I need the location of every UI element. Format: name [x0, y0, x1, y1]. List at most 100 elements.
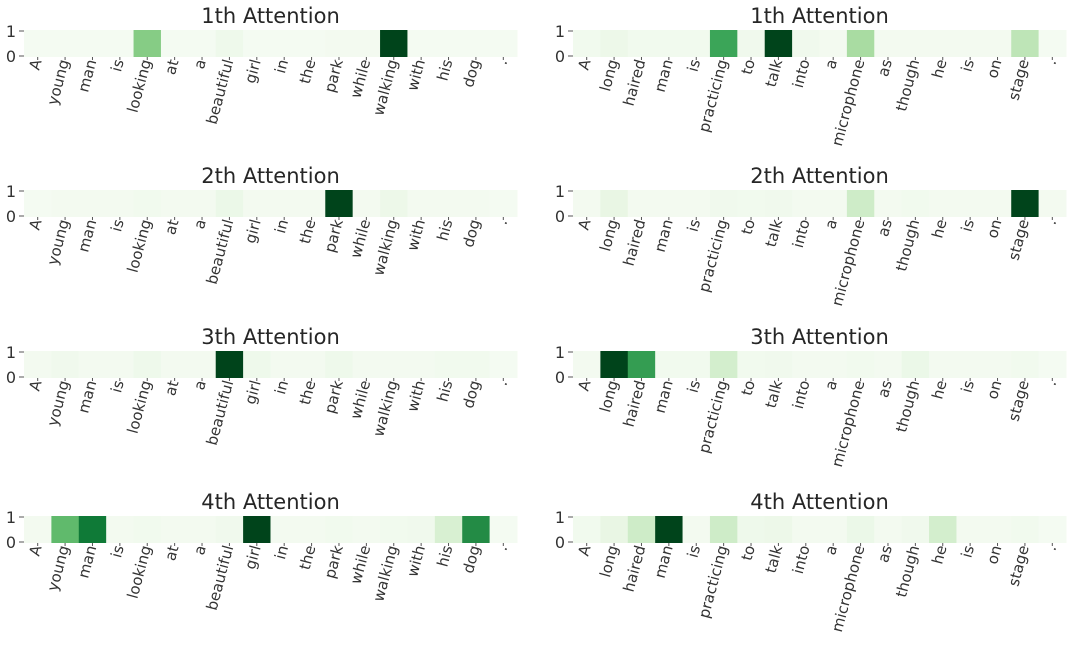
heatmap-cell-microphone-10	[846, 30, 875, 57]
heatmap-cell-the-10	[297, 190, 326, 217]
y-tick-label: 0	[6, 533, 16, 552]
heatmap-cell-is-14	[956, 190, 985, 217]
heatmap-cell-to-6	[737, 190, 766, 217]
heatmap-cell--17	[1038, 516, 1067, 543]
x-tick-label: A	[575, 378, 595, 393]
x-tick-label: .	[1042, 543, 1061, 552]
heatmap-cell-long-1	[600, 516, 629, 543]
heatmap-cell-is-4	[682, 30, 711, 57]
y-tick-label: 1	[555, 508, 565, 527]
heatmap-cell-with-14	[407, 190, 436, 217]
heatmap-cell-practicing-5	[709, 351, 738, 378]
x-tick-label: long	[596, 57, 622, 93]
x-tick-label: while	[347, 543, 375, 586]
x-tick-label: while	[347, 57, 375, 100]
x-tick-label: haired	[620, 57, 650, 108]
heatmap-cell-man-2	[78, 190, 107, 217]
x-tick-label: .	[493, 543, 512, 552]
heatmap-cell-man-2	[78, 516, 107, 543]
y-tick-label: 1	[6, 508, 16, 527]
x-tick-label: A	[26, 378, 46, 393]
x-tick-label: is	[958, 378, 979, 394]
heatmap-cell-man-3	[655, 190, 684, 217]
heatmap-cell-park-11	[325, 351, 354, 378]
heatmap-cell-is-3	[106, 190, 135, 217]
heatmap-cell-A-0	[573, 351, 601, 378]
x-tick-label: to	[738, 57, 759, 76]
heatmap-cell-dog-16	[462, 516, 491, 543]
heatmap-cell-man-3	[655, 516, 684, 543]
heatmap-cell-stage-16	[1011, 351, 1040, 378]
heatmap-cell-looking-4	[133, 351, 162, 378]
x-tick-label: the	[296, 57, 320, 85]
heatmap-cell-young-1	[51, 190, 80, 217]
x-tick-label: girl	[241, 543, 265, 571]
x-tick-label: is	[958, 57, 979, 73]
x-tick-label: dog	[459, 57, 484, 89]
x-tick-label: A	[26, 543, 46, 558]
x-tick-label: with	[403, 217, 429, 252]
x-tick-label: A	[26, 57, 46, 72]
heatmap-cell-microphone-10	[846, 351, 875, 378]
heatmap-cell-man-2	[78, 351, 107, 378]
x-tick-label: .	[493, 217, 512, 226]
x-tick-label: into	[789, 57, 814, 89]
x-tick-label: while	[347, 378, 375, 421]
heatmap-cell-A-0	[573, 516, 601, 543]
x-tick-label: is	[107, 57, 128, 73]
heatmap-cell-haired-2	[627, 190, 656, 217]
x-tick-label: is	[958, 543, 979, 559]
heatmap-cell-into-8	[792, 351, 820, 378]
x-tick-label: man	[74, 543, 100, 580]
heatmap-cell-as-11	[874, 30, 903, 57]
heatmap-cell-beautiful-7	[215, 190, 244, 217]
heatmap-cell-on-15	[983, 30, 1012, 57]
heatmap-cell-as-11	[874, 516, 903, 543]
x-tick-label: in	[271, 543, 292, 561]
heatmap-cell-man-3	[655, 30, 684, 57]
heatmap-cell-talk-7	[764, 30, 793, 57]
heatmap-cell-his-15	[434, 30, 463, 57]
x-tick-label: young	[44, 57, 73, 107]
heatmap-cell-his-15	[434, 351, 463, 378]
x-tick-label: park	[321, 217, 347, 254]
x-tick-label: with	[403, 378, 429, 413]
x-tick-label: talk	[762, 378, 787, 410]
x-tick-label: into	[789, 543, 814, 575]
x-tick-label: on	[983, 543, 1005, 566]
x-tick-label: a	[190, 543, 210, 557]
heatmap-cell-looking-4	[133, 190, 162, 217]
heatmap-cell-at-5	[160, 516, 189, 543]
x-tick-label: in	[271, 57, 292, 75]
heatmap-cell-to-6	[737, 516, 766, 543]
heatmap-cell-talk-7	[764, 516, 793, 543]
heatmap-cell-the-10	[297, 30, 326, 57]
heatmap-cell-stage-16	[1011, 30, 1040, 57]
x-tick-label: is	[684, 378, 705, 394]
heatmap-cell-stage-16	[1011, 516, 1040, 543]
x-tick-label: as	[874, 57, 896, 78]
heatmap-cell-walking-13	[380, 30, 408, 57]
heatmap-cell-A-0	[24, 351, 52, 378]
heatmap-cell-long-1	[600, 351, 629, 378]
heatmap-cell-talk-7	[764, 190, 793, 217]
heatmap-cell-park-11	[325, 516, 354, 543]
heatmap-cell-stage-16	[1011, 190, 1040, 217]
x-tick-label: on	[983, 57, 1005, 80]
x-tick-label: into	[789, 378, 814, 410]
x-tick-label: walking	[369, 543, 401, 603]
heatmap-cell--17	[489, 190, 518, 217]
x-tick-label: he	[928, 217, 950, 240]
heatmap-cell-girl-8	[243, 516, 271, 543]
heatmap-cell--17	[489, 351, 518, 378]
x-tick-label: haired	[620, 543, 650, 594]
x-tick-label: young	[44, 378, 73, 428]
x-tick-label: is	[958, 217, 979, 233]
x-tick-label: at	[161, 217, 182, 236]
heatmap-cell-into-8	[792, 30, 820, 57]
